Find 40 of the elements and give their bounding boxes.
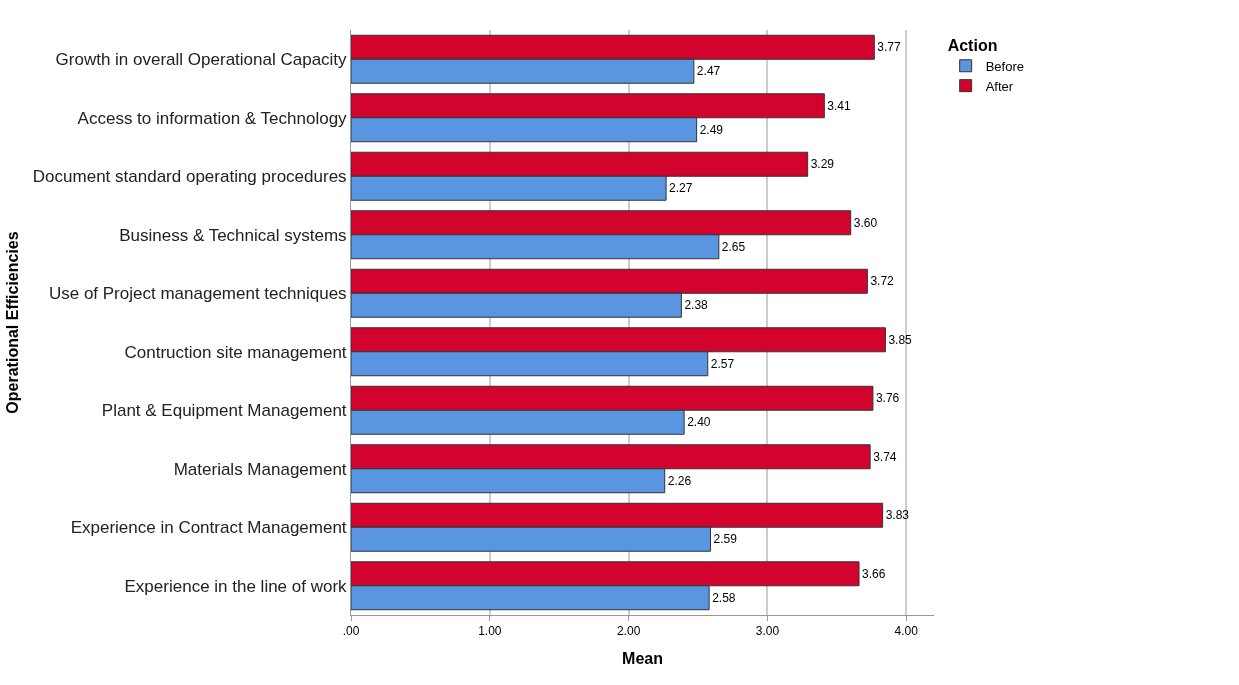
data-label: 2.59 [713, 532, 738, 547]
data-label: 2.47 [696, 64, 721, 79]
data-label: 3.66 [862, 566, 886, 581]
data-label: 2.57 [710, 356, 735, 371]
y-tick-label: Contruction site management [124, 342, 347, 362]
y-tick-label: Growth in overall Operational Capacity [55, 50, 348, 70]
data-label: 2.49 [699, 122, 724, 137]
x-tick-label: 2.00 [616, 624, 641, 639]
x-tick-label: 1.00 [478, 624, 502, 639]
data-label: 2.58 [712, 590, 736, 605]
legend-label: Before [985, 58, 1024, 74]
data-label: 3.83 [885, 508, 910, 523]
data-label: 2.27 [669, 181, 693, 196]
legend-title: Action [947, 36, 998, 54]
legend-label: After [985, 78, 1014, 94]
y-tick-label: Use of Project management techniques [48, 284, 347, 304]
y-tick-label: Experience in the line of work [124, 576, 348, 596]
x-tick-label: 3.00 [755, 624, 780, 639]
y-tick-label: Materials Management [173, 459, 347, 479]
x-tick-label: 4.00 [894, 624, 919, 639]
data-label: 3.74 [873, 449, 897, 464]
data-label: 3.85 [888, 332, 913, 347]
data-label: 2.40 [687, 415, 711, 430]
data-label: 3.41 [827, 98, 852, 113]
y-tick-label: Document standard operating procedures [32, 167, 347, 187]
y-tick-label: Access to information & Technology [77, 108, 348, 128]
data-label: 2.26 [667, 473, 692, 488]
y-tick-label: Business & Technical systems [119, 225, 347, 245]
y-axis-title: Operational Efficiencies [3, 231, 21, 414]
data-label: 3.60 [853, 215, 878, 230]
x-tick-label: .00 [342, 624, 360, 639]
data-label: 3.72 [870, 274, 895, 289]
x-axis-title: Mean [622, 650, 663, 668]
y-tick-label: Plant & Equipment Management [101, 401, 347, 421]
data-label: 3.77 [877, 40, 901, 55]
data-label: 2.65 [721, 239, 746, 254]
data-label: 2.38 [684, 298, 709, 313]
data-label: 3.29 [810, 157, 835, 172]
y-tick-label: Experience in Contract Management [70, 518, 347, 538]
data-label: 3.76 [875, 391, 900, 406]
